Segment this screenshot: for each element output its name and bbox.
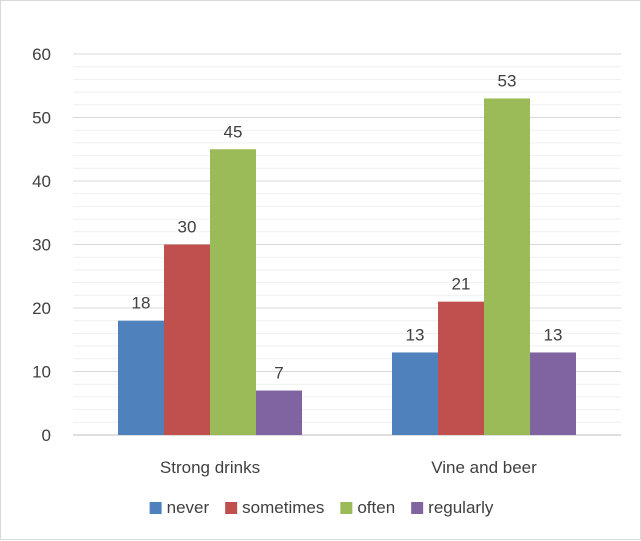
data-label: 30 [178,218,197,237]
y-tick-label: 0 [42,426,51,445]
legend: never sometimes often regularly [149,498,494,517]
data-label: 45 [224,122,243,141]
y-tick-label: 40 [32,172,51,191]
data-label: 53 [498,71,517,90]
legend-label: sometimes [242,498,324,517]
data-labels: 18 30 45 7 13 21 53 13 [132,71,563,382]
legend-swatch [149,502,162,514]
bar-often [484,98,530,435]
y-tick-label: 60 [32,45,51,64]
y-axis-ticks: 0 10 20 30 40 50 60 [32,45,51,445]
data-label: 21 [452,275,471,294]
bar-sometimes [438,301,484,435]
legend-label: often [357,498,395,517]
legend-swatch [411,502,424,514]
bar-often [210,149,256,435]
bar-never [118,320,164,435]
bar-regularly [256,390,302,435]
bars [118,98,576,435]
category-label: Strong drinks [160,458,260,477]
legend-label: regularly [428,498,494,517]
bar-never [392,352,438,435]
y-tick-label: 10 [32,363,51,382]
data-label: 18 [132,294,151,313]
y-tick-label: 50 [32,109,51,128]
category-label: Vine and beer [431,458,537,477]
y-tick-label: 30 [32,236,51,255]
data-label: 13 [406,325,425,344]
legend-swatch [225,502,238,514]
data-label: 13 [544,325,563,344]
y-tick-label: 20 [32,299,51,318]
legend-label: never [167,498,210,517]
data-label: 7 [274,364,283,383]
x-axis-labels: Strong drinks Vine and beer [160,458,537,477]
bar-sometimes [164,244,210,435]
legend-swatch [340,502,353,514]
bar-regularly [530,352,576,435]
